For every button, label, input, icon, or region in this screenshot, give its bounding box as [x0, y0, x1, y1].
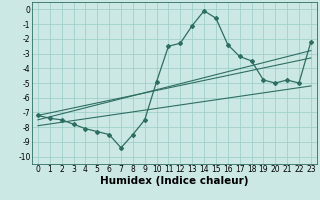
X-axis label: Humidex (Indice chaleur): Humidex (Indice chaleur)	[100, 176, 249, 186]
